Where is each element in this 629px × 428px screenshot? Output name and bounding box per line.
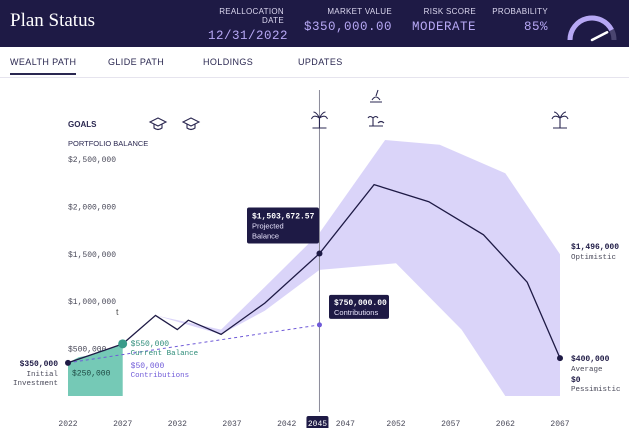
current-balance-amount: $550,000 [131,340,170,349]
y-tick-label: $2,500,000 [68,156,116,165]
x-tick-year: 2067 [550,420,569,428]
market-value-label: MARKET VALUE [327,7,392,16]
probability-label: PROBABILITY [492,7,548,16]
graduation-cap-icon [186,124,196,131]
projected-tooltip [247,207,319,244]
risk-score-value: MODERATE [411,20,476,34]
x-tick-year: 2022 [58,420,77,428]
current-inner-amount: $250,000 [72,369,111,378]
contributions-line [67,324,320,364]
x-tick-year: 2047 [336,420,355,428]
start-label-line1: Initial [26,371,58,379]
optimistic-label: Optimistic [571,254,616,262]
y-tick-label: $500,000 [68,346,107,355]
vacation-hand-icon [370,89,382,103]
probability-stat: PROBABILITY 85% [488,7,548,34]
graduation-cap-icon [153,124,163,131]
risk-score-stat: RISK SCORE MODERATE [400,7,476,34]
header: Plan Status REALLOCATION DATE 12/31/2022… [0,0,629,47]
retirement-palm-icon [551,111,569,129]
average-amount: $400,000 [571,355,610,364]
selected-year-badge [306,416,329,428]
beach-icon [367,115,385,127]
start-point [65,359,71,366]
contributions-tooltip [329,294,389,319]
x-tick-year: 2052 [386,420,405,428]
end-average-point [557,355,563,362]
tab-wealth-path[interactable]: WEALTH PATH [10,57,77,75]
tab-holdings[interactable]: HOLDINGS [203,57,254,67]
page-title: Plan Status [10,10,95,31]
reallocation-date-label: REALLOCATION DATE [219,7,284,25]
graduation-cap-icon [148,117,168,127]
stray-glyph: t [116,307,119,317]
probability-value: 85% [523,20,548,34]
contributions-tooltip-amount: $750,000.00 [334,299,387,308]
projected-tooltip-line2: Balance [252,231,279,240]
projected-tooltip-amount: $1,503,672.57 [252,212,315,221]
average-label: Average [571,366,603,374]
market-value-value: $350,000.00 [303,20,392,34]
goals-label: GOALS [68,120,97,129]
probability-gauge [567,15,617,42]
retirement-palm-icon [310,111,328,129]
reallocation-date-value: 12/31/2022 [208,29,289,43]
risk-score-label: RISK SCORE [423,7,476,16]
x-tick-year: 2062 [496,420,515,428]
x-tick-year: 2027 [113,420,132,428]
y-tick-label: $2,000,000 [68,203,116,212]
current-balance-label: Current Balance [131,350,199,358]
gauge-needle [590,31,609,42]
pessimistic-label: Pessimistic [571,386,621,394]
x-tick-year: 2032 [168,420,187,428]
start-label-line2: Investment [13,380,58,388]
contributions-point [316,322,322,328]
contributions-tooltip-label: Contributions [334,308,378,317]
optimistic-amount: $1,496,000 [571,243,619,252]
current-contrib-amount: $50,000 [131,362,165,371]
x-tick-year: 2042 [277,420,296,428]
y-axis-title: PORTFOLIO BALANCE [68,139,148,148]
y-tick-label: $1,500,000 [68,251,116,260]
tab-updates[interactable]: UPDATES [298,57,343,67]
current-contrib-label: Contributions [131,372,190,380]
start-amount: $350,000 [20,360,59,369]
reallocation-date-stat: REALLOCATION DATE 12/31/2022 [208,7,289,43]
current-balance-area [68,343,123,396]
projected-tooltip-line1: Projected [252,221,284,230]
projection-range-band [155,140,560,396]
tab-glide-path[interactable]: GLIDE PATH [108,57,165,67]
current-balance-point [118,339,128,349]
x-tick-year: 2045 [308,420,327,428]
pessimistic-amount: $0 [571,376,581,385]
tab-bar: WEALTH PATH GLIDE PATH HOLDINGS UPDATES [0,47,629,78]
graduation-cap-icon [181,117,201,127]
market-value-stat: MARKET VALUE $350,000.00 [300,7,392,34]
projected-balance-point [316,250,323,257]
x-tick-year: 2057 [441,420,460,428]
x-tick-year: 2037 [222,420,241,428]
projected-balance-line [67,183,561,364]
wealth-path-chart: GOALS PORTFOLIO BALANCE $2,500,000 $2,000,0… [13,89,621,428]
y-tick-label: $1,000,000 [68,298,116,307]
